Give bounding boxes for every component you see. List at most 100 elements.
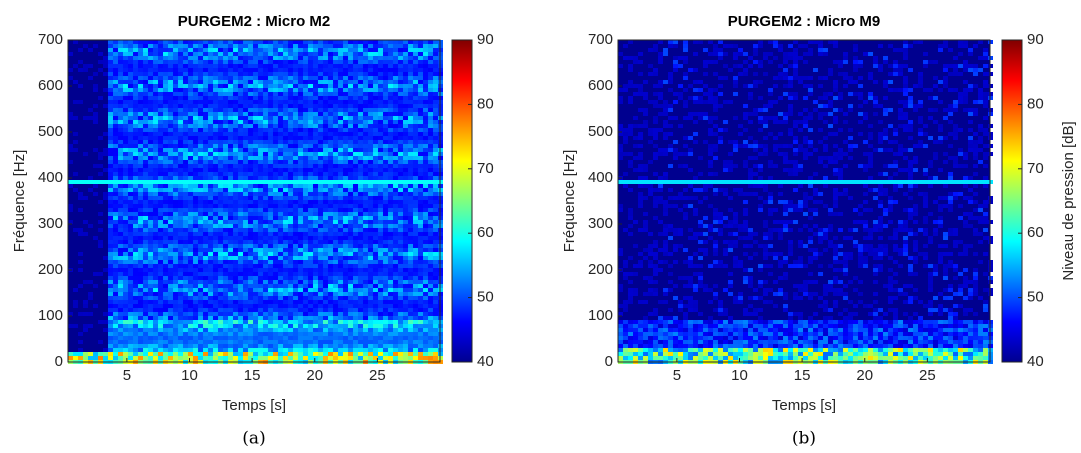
spectrogram-cell: [123, 104, 128, 108]
spectrogram-cell: [268, 296, 273, 300]
spectrogram-cell: [313, 104, 318, 108]
spectrogram-cell: [168, 48, 173, 52]
spectrogram-cell: [298, 272, 303, 276]
spectrogram-cell: [373, 356, 378, 360]
spectrogram-cell: [178, 208, 183, 212]
spectrogram-cell: [238, 56, 243, 60]
spectrogram-cell: [233, 132, 238, 136]
spectrogram-cell: [233, 104, 238, 108]
spectrogram-cell: [238, 292, 243, 296]
spectrogram-cell: [333, 124, 338, 128]
spectrogram-cell: [158, 356, 163, 360]
spectrogram-cell: [233, 168, 238, 172]
spectrogram-cell: [143, 148, 148, 152]
spectrogram-cell: [373, 224, 378, 228]
spectrogram-cell: [88, 76, 93, 80]
spectrogram-cell: [173, 44, 178, 48]
spectrogram-cell: [123, 228, 128, 232]
spectrogram-cell: [338, 232, 343, 236]
spectrogram-cell: [338, 156, 343, 160]
spectrogram-cell: [113, 220, 118, 224]
spectrogram-cell: [253, 320, 258, 324]
spectrogram-cell: [313, 172, 318, 176]
spectrogram-cell: [158, 308, 163, 312]
spectrogram-cell: [118, 168, 123, 172]
spectrogram-cell: [388, 268, 393, 272]
spectrogram-cell: [183, 60, 188, 64]
spectrogram-cell: [283, 164, 288, 168]
spectrogram-cell: [343, 256, 348, 260]
spectrogram-cell: [233, 128, 238, 132]
spectrogram-cell: [273, 120, 278, 124]
spectrogram-cell: [163, 208, 168, 212]
spectrogram-cell: [148, 52, 153, 56]
spectrogram-cell: [153, 264, 158, 268]
spectrogram-cell: [238, 104, 243, 108]
spectrogram-cell: [358, 40, 363, 44]
spectrogram-cell: [163, 232, 168, 236]
spectrogram-cell: [228, 232, 233, 236]
spectrogram-cell: [318, 156, 323, 160]
spectrogram-cell: [228, 252, 233, 256]
spectrogram-cell: [243, 184, 248, 188]
spectrogram-cell: [148, 352, 153, 356]
spectrogram-cell: [133, 264, 138, 268]
spectrogram-cell: [123, 320, 128, 324]
spectrogram-cell: [148, 208, 153, 212]
spectrogram-cell: [128, 68, 133, 72]
spectrogram-cell: [398, 196, 403, 200]
spectrogram-cell: [243, 128, 248, 132]
spectrogram-cell: [373, 188, 378, 192]
spectrogram-cell: [313, 272, 318, 276]
spectrogram-cell: [158, 236, 163, 240]
spectrogram-cell: [278, 60, 283, 64]
spectrogram-cell: [293, 64, 298, 68]
spectrogram-cell: [303, 340, 308, 344]
spectrogram-cell: [183, 224, 188, 228]
spectrogram-cell: [283, 84, 288, 88]
spectrogram-cell: [308, 356, 313, 360]
spectrogram-cell: [223, 52, 228, 56]
spectrogram-cell: [193, 220, 198, 224]
spectrogram-cell: [313, 124, 318, 128]
spectrogram-cell: [128, 252, 133, 256]
spectrogram-cell: [273, 160, 278, 164]
spectrogram-cell: [138, 92, 143, 96]
spectrogram-cell: [198, 136, 203, 140]
spectrogram-cell: [218, 76, 223, 80]
spectrogram-cell: [133, 292, 138, 296]
spectrogram-cell: [198, 240, 203, 244]
spectrogram-cell: [168, 204, 173, 208]
spectrogram-cell: [198, 276, 203, 280]
spectrogram-cell: [263, 188, 268, 192]
spectrogram-cell: [268, 344, 273, 348]
spectrogram-cell: [153, 220, 158, 224]
spectrogram-cell: [218, 160, 223, 164]
spectrogram-cell: [373, 300, 378, 304]
spectrogram-cell: [283, 128, 288, 132]
spectrogram-cell: [193, 248, 198, 252]
spectrogram-cell: [343, 208, 348, 212]
spectrogram-cell: [268, 132, 273, 136]
spectrogram-cell: [183, 260, 188, 264]
spectrogram-cell: [118, 184, 123, 188]
spectrogram-cell: [98, 152, 103, 156]
spectrogram-cell: [358, 64, 363, 68]
spectrogram-cell: [343, 92, 348, 96]
spectrogram-cell: [328, 168, 333, 172]
spectrogram-cell: [308, 324, 313, 328]
spectrogram-cell: [133, 156, 138, 160]
spectrogram-cell: [398, 184, 403, 188]
spectrogram-cell: [183, 72, 188, 76]
spectrogram-cell: [268, 120, 273, 124]
spectrogram-cell: [118, 124, 123, 128]
spectrogram-cell: [388, 348, 393, 352]
spectrogram-cell: [178, 52, 183, 56]
spectrogram-cell: [178, 300, 183, 304]
spectrogram-cell: [398, 44, 403, 48]
spectrogram-cell: [303, 332, 308, 336]
spectrogram-cell: [128, 324, 133, 328]
spectrogram-cell: [338, 124, 343, 128]
spectrogram-cell: [333, 44, 338, 48]
spectrogram-cell: [188, 92, 193, 96]
